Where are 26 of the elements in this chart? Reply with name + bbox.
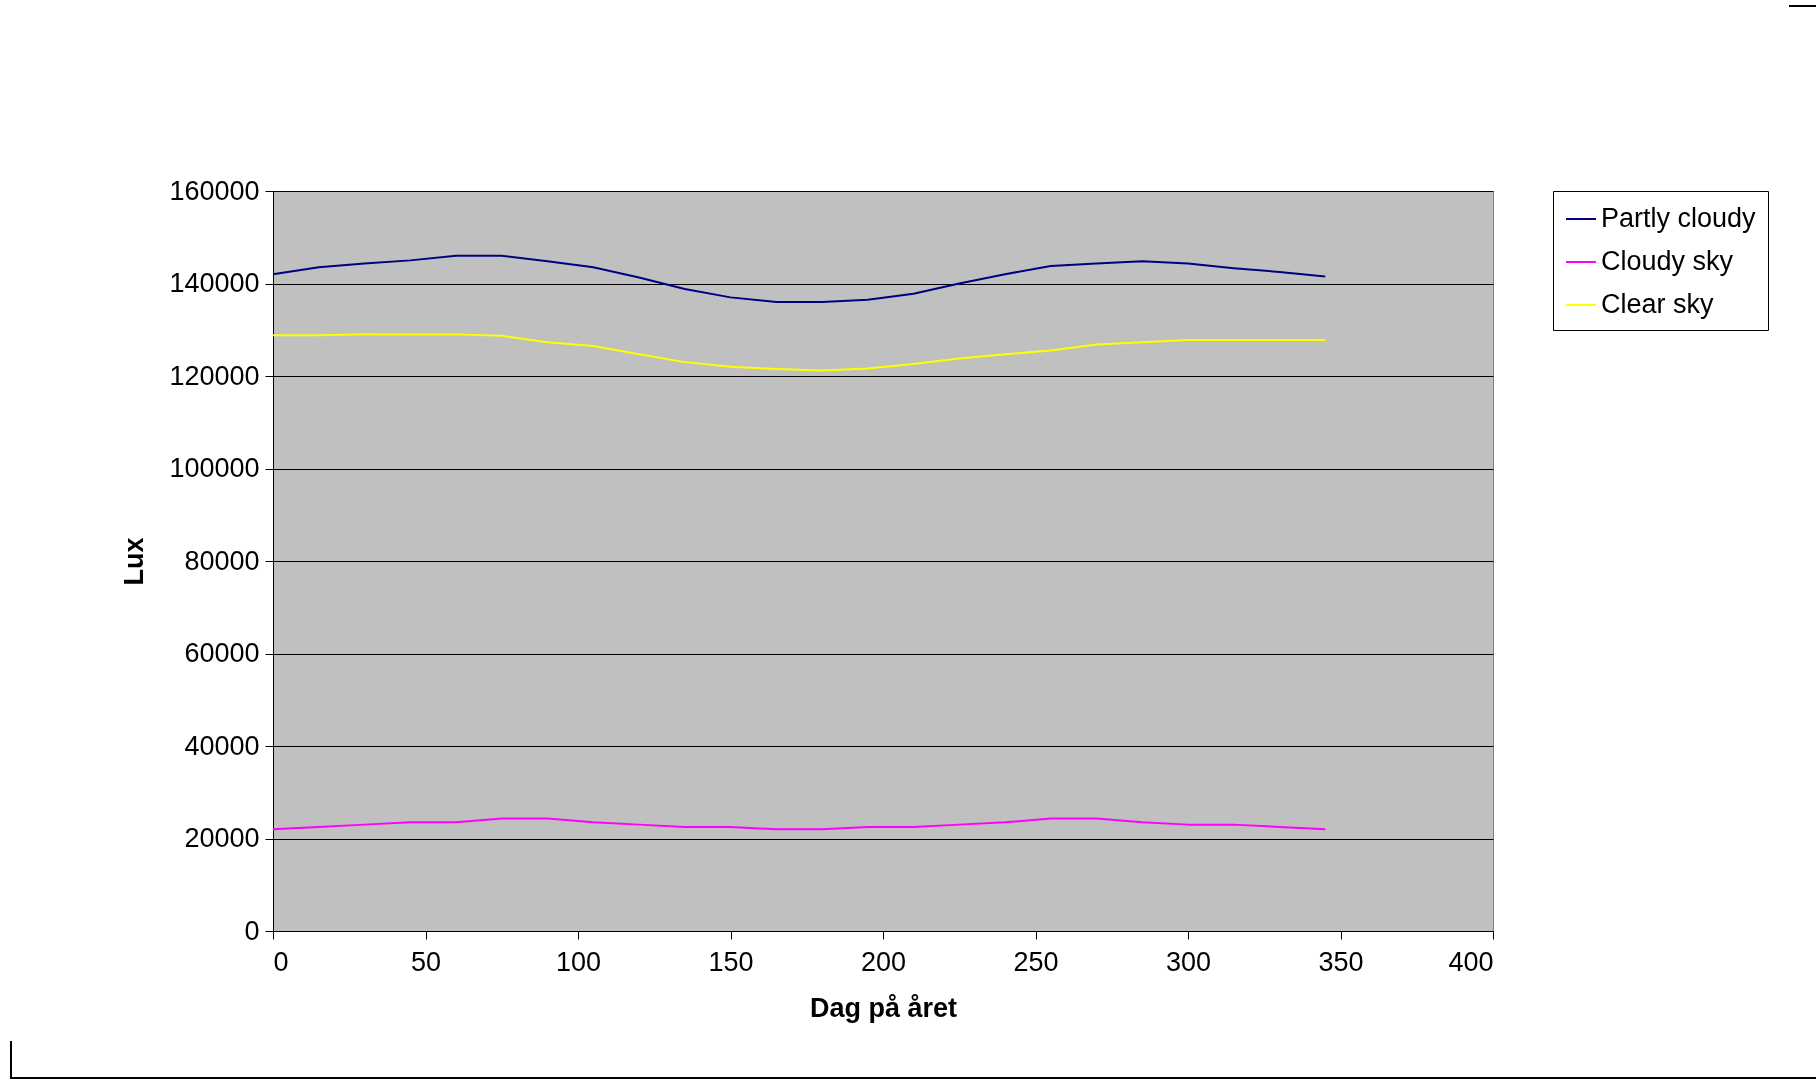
x-tick-label: 150 (708, 946, 754, 977)
legend-label: Clear sky (1601, 289, 1715, 319)
line-series (272, 333, 1327, 372)
line-series (272, 254, 1327, 303)
y-tick-label: 40000 (184, 730, 260, 761)
x-tick-label: 300 (1165, 946, 1212, 977)
x-tick-label: 400 (1448, 946, 1494, 977)
x-axis-title: Dag på året (809, 992, 958, 1023)
y-tick-label: 120000 (169, 360, 260, 391)
x-tick-label: 0 (273, 946, 289, 977)
x-tick-label: 200 (860, 946, 907, 977)
y-tick-label: 100000 (169, 453, 260, 483)
x-tick-label: 350 (1318, 946, 1364, 977)
y-tick-label: 80000 (184, 545, 260, 576)
x-tick-label: 50 (410, 946, 442, 977)
line-series (272, 817, 1327, 831)
legend-label: Partly cloudy (1601, 203, 1757, 233)
x-tick-label: 100 (555, 946, 602, 977)
y-tick-label: 20000 (184, 823, 260, 853)
y-tick-label: 140000 (169, 268, 260, 298)
y-tick-label: 60000 (184, 638, 260, 668)
legend-label: Cloudy sky (1601, 246, 1734, 276)
y-tick-label: 160000 (169, 175, 260, 206)
x-tick-label: 250 (1013, 946, 1059, 977)
y-axis-title: Lux (119, 537, 150, 586)
y-tick-label: 0 (244, 915, 260, 946)
